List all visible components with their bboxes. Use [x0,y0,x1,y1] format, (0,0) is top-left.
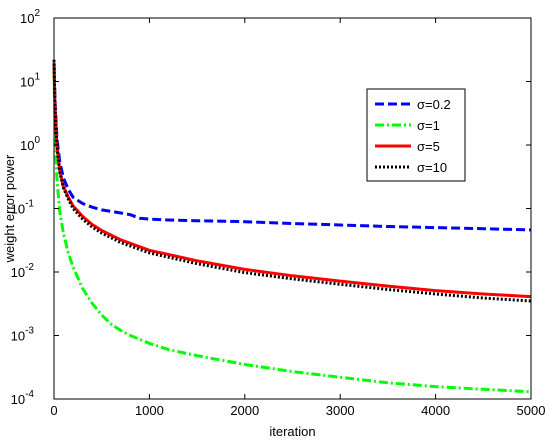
x-tick-label: 1000 [135,403,164,418]
y-axis-title: weight error power [2,154,17,263]
legend-label-2: σ=1 [417,118,440,133]
legend-label-1: σ=0.2 [417,97,451,112]
y-tick-label: 101 [20,72,40,90]
plot-background [54,18,531,399]
y-tick-label: 10-4 [11,389,35,407]
x-tick-label: 5000 [517,403,546,418]
y-tick-label: 100 [20,135,40,153]
x-tick-label: 3000 [326,403,355,418]
legend: σ=0.2 σ=1 σ=5 σ=10 [366,88,466,182]
x-tick-label: 4000 [421,403,450,418]
series-layer [52,59,532,394]
series-line-2 [52,70,532,394]
series-line-4 [52,59,532,303]
y-tick-label: 10-1 [11,199,35,217]
series-line-1 [52,62,532,232]
legend-label-4: σ=10 [417,160,447,175]
x-tick-label: 2000 [230,403,259,418]
axes-layer: 0 1000 2000 3000 4000 5000 10-4 10-3 10-2 10-1 100… [11,8,546,418]
y-tick-label: 10-2 [11,262,35,280]
x-axis-title: iteration [269,424,315,439]
x-tick-label: 0 [50,403,57,418]
y-tick-label: 10-3 [11,326,35,344]
y-tick-label: 102 [20,8,40,26]
legend-label-3: σ=5 [417,139,440,154]
